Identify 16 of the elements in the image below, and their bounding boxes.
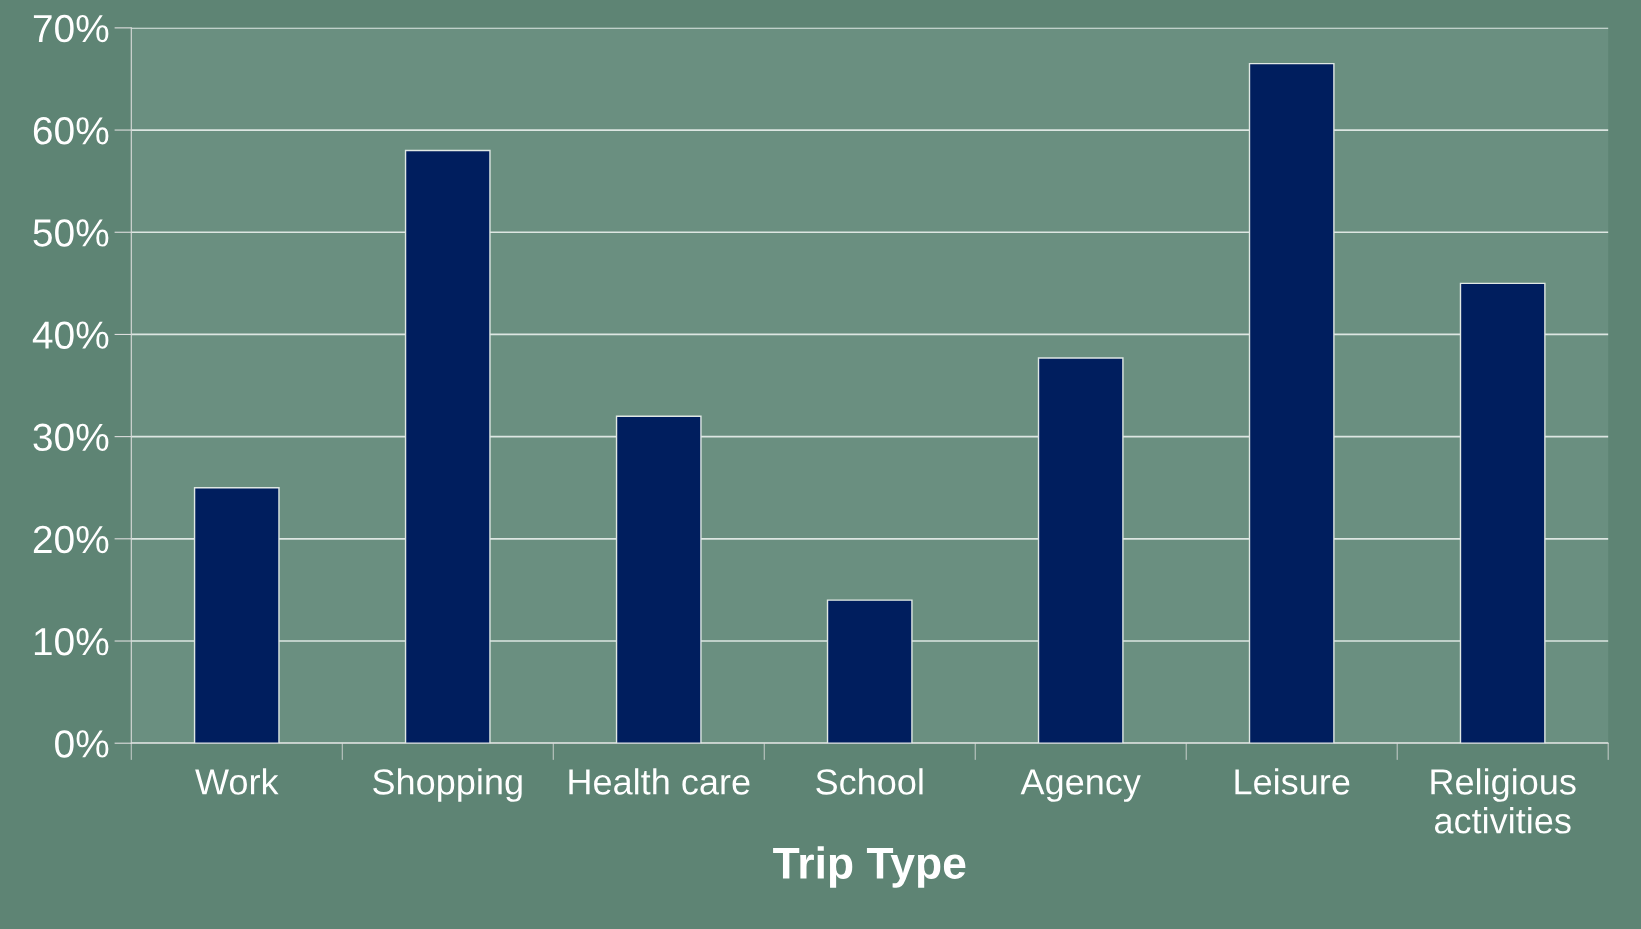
x-tick-label: Work <box>195 768 279 795</box>
x-tick-label: Religious activities <box>1431 768 1576 834</box>
x-tick-label: School <box>816 768 923 795</box>
y-tick-label: 40% <box>32 321 109 349</box>
x-tick-label: Agency <box>1020 769 1141 802</box>
x-tick-label: Health care <box>569 768 750 795</box>
y-tick-label: 60% <box>33 117 109 145</box>
x-tick-label: Shopping <box>373 768 522 802</box>
y-tick-label: 30% <box>33 423 109 452</box>
y-tick-label: 50% <box>33 219 109 247</box>
y-tick-label: 0% <box>55 730 109 758</box>
x-tick-label: Leisure <box>1235 768 1350 795</box>
y-tick-label: 20% <box>33 525 109 554</box>
y-tick-label: 10% <box>34 627 109 656</box>
x-axis-title: Trip Type <box>773 846 966 888</box>
y-tick-label: 70% <box>33 14 109 43</box>
